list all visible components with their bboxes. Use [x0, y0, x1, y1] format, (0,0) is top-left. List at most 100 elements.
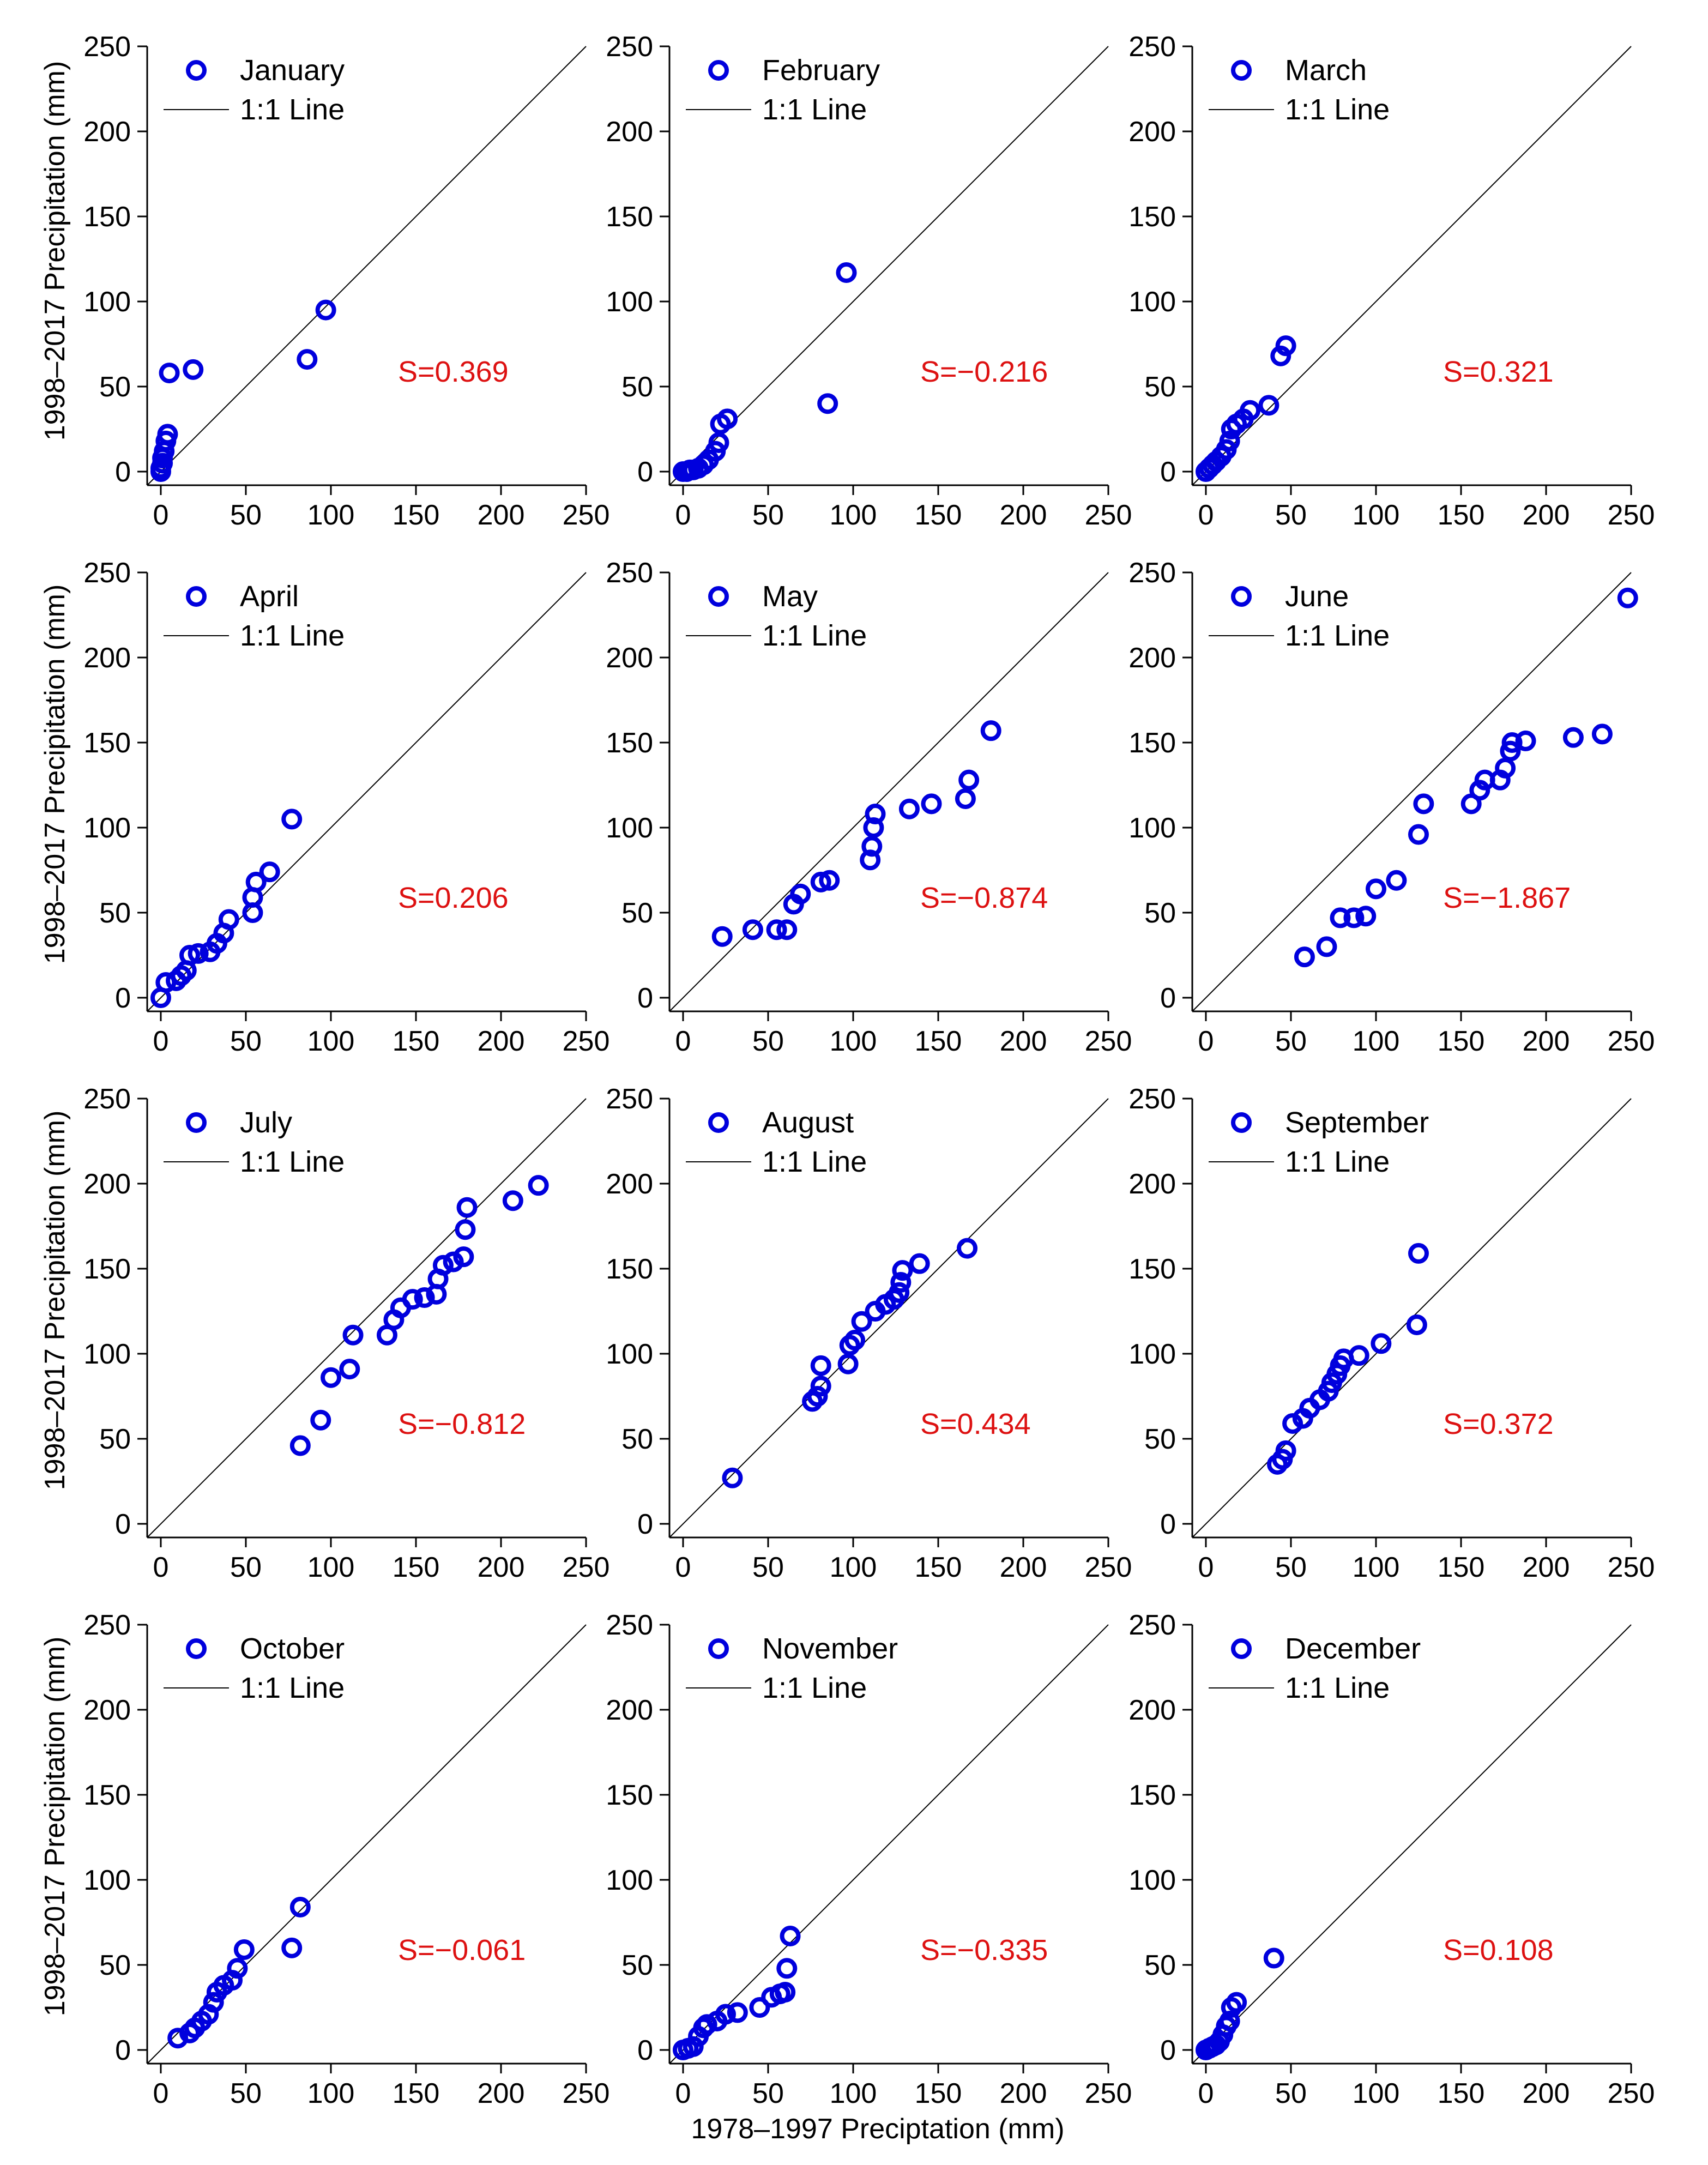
data-point-september [1408, 1243, 1429, 1264]
x-tick-label-july: 250 [563, 1552, 610, 1583]
data-point-april [188, 943, 209, 964]
y-tick-label-november: 50 [621, 1950, 653, 1981]
data-point-august [889, 1282, 910, 1303]
legend-line-label-september: 1:1 Line [1285, 1145, 1390, 1178]
legend-marker-february [708, 60, 729, 81]
y-tick-label-august: 50 [621, 1424, 653, 1455]
legend-month-label-november: November [762, 1632, 898, 1665]
y-tick-label-november: 0 [637, 2035, 653, 2066]
data-point-april [179, 945, 201, 966]
x-tick-label-december: 100 [1353, 2078, 1400, 2109]
x-tick-label-october: 0 [153, 2078, 169, 2109]
y-tick-label-march: 100 [1128, 286, 1176, 318]
shared-y-axis-label-upper: 1998–2017 Precipitation (mm) [39, 61, 71, 441]
y-tick-label-december: 150 [1128, 1780, 1176, 1811]
x-tick-label-july: 150 [393, 1552, 440, 1583]
x-tick-label-november: 100 [830, 2078, 877, 2109]
data-point-may [742, 919, 763, 940]
legend-month-label-june: June [1285, 580, 1349, 613]
x-tick-label-august: 150 [915, 1552, 962, 1583]
x-tick-label-november: 0 [675, 2078, 691, 2109]
y-tick-label-february: 150 [606, 201, 653, 233]
y-tick-label-september: 200 [1128, 1168, 1176, 1200]
one-to-one-line-november [669, 1624, 1109, 2064]
legend-line-label-august: 1:1 Line [762, 1145, 867, 1178]
y-tick-label-may: 150 [606, 727, 653, 759]
panel-january: 00 50 50 100 100 150 150 200 200 250 250 January 1:1… [83, 31, 609, 531]
legend-line-label-march: 1:1 Line [1285, 93, 1390, 126]
data-point-july [453, 1246, 474, 1268]
panel-june: 00 50 50 100 100 150 150 200 200 250 250 June 1:1 Li… [1128, 557, 1655, 1057]
data-point-november [683, 2036, 704, 2057]
x-tick-label-april: 0 [153, 1026, 169, 1057]
data-point-november [696, 2014, 717, 2035]
y-tick-label-june: 100 [1128, 812, 1176, 844]
x-tick-label-august: 0 [675, 1552, 691, 1583]
y-tick-label-february: 0 [637, 456, 653, 488]
x-tick-label-march: 200 [1523, 499, 1570, 531]
data-point-january [157, 424, 178, 445]
x-tick-label-december: 200 [1523, 2078, 1570, 2109]
y-tick-label-february: 250 [606, 31, 653, 63]
y-tick-label-june: 250 [1128, 557, 1176, 589]
data-point-june [1515, 730, 1536, 751]
legend-line-label-january: 1:1 Line [240, 93, 345, 126]
y-tick-label-june: 200 [1128, 642, 1176, 674]
data-point-june [1413, 793, 1434, 815]
x-tick-label-november: 200 [1000, 2078, 1047, 2109]
x-tick-label-october: 100 [307, 2078, 355, 2109]
x-tick-label-december: 0 [1198, 2078, 1214, 2109]
data-point-august [722, 1467, 743, 1488]
data-point-may [711, 926, 733, 947]
data-point-october [227, 1958, 248, 1979]
legend-marker-november [708, 1638, 729, 1659]
legend-month-label-march: March [1285, 54, 1367, 87]
data-point-april [259, 861, 280, 883]
data-point-august [802, 1391, 823, 1412]
y-tick-label-october: 200 [83, 1694, 131, 1726]
y-tick-label-september: 0 [1160, 1509, 1176, 1540]
data-point-january [183, 359, 204, 380]
one-to-one-line-may [669, 572, 1109, 1012]
legend-marker-march [1231, 60, 1252, 81]
x-tick-label-september: 250 [1608, 1552, 1655, 1583]
data-point-may [980, 720, 1001, 741]
x-tick-label-september: 150 [1438, 1552, 1485, 1583]
data-point-july [402, 1289, 423, 1310]
y-tick-label-april: 250 [83, 557, 131, 589]
x-tick-label-may: 0 [675, 1026, 691, 1057]
x-tick-label-june: 200 [1523, 1026, 1570, 1057]
data-point-may [863, 817, 884, 839]
data-point-june [1343, 907, 1365, 928]
y-tick-label-february: 100 [606, 286, 653, 318]
x-tick-label-september: 100 [1353, 1552, 1400, 1583]
y-tick-label-july: 0 [115, 1509, 131, 1540]
y-tick-label-january: 150 [83, 201, 131, 233]
stat-annotation-may: S=−0.874 [920, 882, 1048, 914]
y-tick-label-june: 50 [1144, 897, 1176, 929]
x-tick-label-november: 50 [752, 2078, 784, 2109]
data-point-june [1562, 727, 1584, 748]
legend-marker-october [186, 1638, 207, 1659]
y-tick-label-november: 100 [606, 1865, 653, 1896]
legend-marker-june [1231, 586, 1252, 607]
data-point-april [166, 970, 187, 991]
y-tick-label-june: 0 [1160, 982, 1176, 1014]
y-tick-label-january: 50 [99, 371, 131, 403]
data-point-july [502, 1190, 523, 1211]
data-point-august [810, 1376, 831, 1397]
panel-march: 00 50 50 100 100 150 150 200 200 250 250 March 1:1 L… [1128, 31, 1655, 531]
y-tick-label-october: 150 [83, 1780, 131, 1811]
data-point-june [1469, 780, 1490, 801]
stat-annotation-july: S=−0.812 [398, 1408, 526, 1440]
data-point-december [1219, 2010, 1240, 2031]
x-tick-label-december: 250 [1608, 2078, 1655, 2109]
data-point-july [455, 1219, 476, 1240]
stat-annotation-september: S=0.372 [1443, 1408, 1554, 1440]
legend-month-label-april: April [240, 580, 299, 613]
data-point-january [315, 299, 336, 321]
stat-annotation-january: S=0.369 [398, 355, 509, 388]
data-point-march [1219, 430, 1240, 451]
y-tick-label-april: 50 [99, 897, 131, 929]
